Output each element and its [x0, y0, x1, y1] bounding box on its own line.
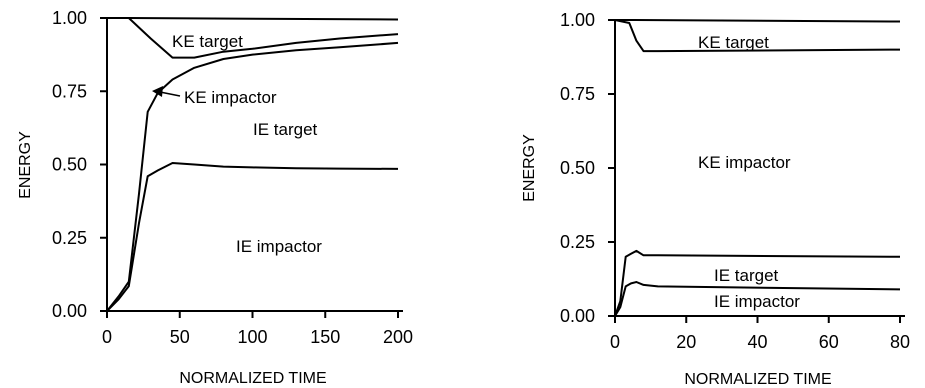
left-annotation-ie-target: IE target — [253, 120, 318, 139]
left-y-tick-label: 1.00 — [52, 8, 87, 28]
left-x-tick-label: 100 — [237, 327, 267, 347]
arrow-shaft — [159, 91, 181, 97]
left-axes — [106, 18, 403, 312]
left-annotation-ke-impactor: KE impactor — [184, 88, 277, 107]
right-series-line-2 — [614, 19, 901, 53]
left-series-line-4 — [106, 162, 399, 312]
right-annotation-ie-target: IE target — [714, 266, 779, 285]
right-y-tick-label: 0.00 — [560, 306, 595, 326]
right-x-axis-label: NORMALIZED TIME — [684, 371, 831, 388]
left-x-tick-label: 0 — [102, 327, 112, 347]
left-x-axis-label: NORMALIZED TIME — [179, 370, 326, 387]
left-y-axis-label: ENERGY — [17, 131, 34, 199]
left-x-tick-label: 150 — [310, 327, 340, 347]
right-series-line-4 — [614, 281, 901, 317]
right-annotation-ke-target: KE target — [698, 33, 769, 52]
left-y-tick-label: 0.00 — [52, 301, 87, 321]
right-y-tick-label: 0.25 — [560, 232, 595, 252]
left-y-tick-label: 0.75 — [52, 81, 87, 101]
left-y-tick-label: 0.25 — [52, 228, 87, 248]
right-series-group — [614, 19, 901, 317]
left-annotation-ke-target: KE target — [172, 32, 243, 51]
chart-right: 0 20 40 60 80 0.00 0.25 0.50 0.75 1.00 NORMALIZED… — [521, 10, 910, 388]
right-series-line-3 — [614, 249, 901, 317]
left-y-tick-label: 0.50 — [52, 155, 87, 175]
chart-left: 0 50 100 150 200 0.00 0.25 0.50 0.75 1.00 NORMALI… — [17, 8, 413, 387]
right-tick-group — [608, 19, 901, 323]
right-y-axis-label: ENERGY — [521, 134, 538, 202]
left-x-tick-label: 200 — [383, 327, 413, 347]
left-series-line-2 — [107, 17, 399, 59]
right-series-line-1 — [615, 19, 901, 23]
left-series-group — [106, 17, 399, 312]
left-tick-group — [100, 17, 399, 318]
left-series-line-1 — [107, 17, 399, 21]
right-x-tick-label: 80 — [890, 332, 910, 352]
right-x-tick-label: 0 — [610, 332, 620, 352]
right-y-tick-label: 0.75 — [560, 84, 595, 104]
arrow-head-icon — [152, 86, 163, 97]
left-annotation-ie-impactor: IE impactor — [236, 237, 322, 256]
right-x-tick-label: 40 — [747, 332, 767, 352]
left-x-tick-label: 50 — [170, 327, 190, 347]
left-tick-label-group: 0 50 100 150 200 0.00 0.25 0.50 0.75 1.00 — [52, 8, 413, 347]
left-annotation-arrow — [152, 86, 181, 97]
right-y-tick-label: 0.50 — [560, 158, 595, 178]
right-annotation-ke-impactor: KE impactor — [698, 153, 791, 172]
right-x-tick-label: 20 — [676, 332, 696, 352]
right-y-tick-label: 1.00 — [560, 10, 595, 30]
right-x-tick-label: 60 — [819, 332, 839, 352]
right-annotation-ie-impactor: IE impactor — [714, 292, 800, 311]
right-tick-label-group: 0 20 40 60 80 0.00 0.25 0.50 0.75 1.00 — [560, 10, 910, 352]
left-series-line-3 — [106, 41, 399, 312]
